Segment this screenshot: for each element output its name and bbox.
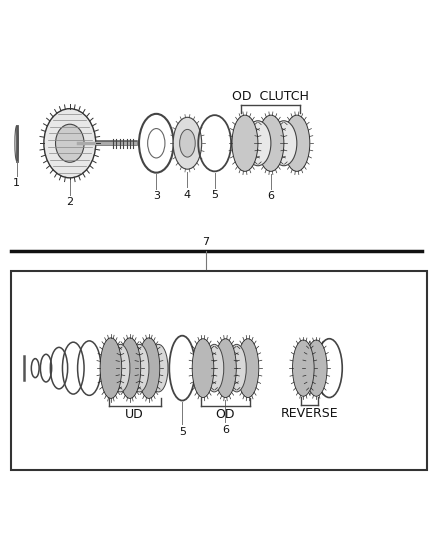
Text: 7: 7 (202, 237, 210, 247)
Ellipse shape (227, 344, 246, 392)
Text: UD: UD (125, 408, 144, 421)
Ellipse shape (44, 109, 96, 178)
Ellipse shape (119, 338, 141, 398)
Ellipse shape (232, 115, 258, 172)
Ellipse shape (130, 344, 149, 392)
Ellipse shape (180, 130, 195, 157)
Ellipse shape (56, 124, 84, 162)
Ellipse shape (192, 338, 214, 398)
Text: 2: 2 (66, 197, 74, 207)
Ellipse shape (284, 115, 310, 172)
Text: 6: 6 (267, 191, 274, 201)
Ellipse shape (293, 340, 314, 396)
Ellipse shape (258, 115, 284, 172)
Ellipse shape (305, 340, 327, 396)
Ellipse shape (149, 344, 168, 392)
Text: 4: 4 (184, 190, 191, 199)
Ellipse shape (111, 344, 130, 392)
Ellipse shape (245, 121, 271, 166)
Bar (11, 271, 427, 470)
Ellipse shape (205, 344, 224, 392)
Ellipse shape (173, 117, 202, 169)
Text: 5: 5 (179, 427, 186, 438)
Text: REVERSE: REVERSE (281, 407, 339, 419)
Ellipse shape (138, 338, 160, 398)
Ellipse shape (215, 338, 236, 398)
Text: OD  CLUTCH: OD CLUTCH (233, 91, 309, 103)
Text: 3: 3 (153, 191, 160, 201)
Text: 5: 5 (211, 190, 218, 200)
Ellipse shape (271, 121, 297, 166)
Ellipse shape (100, 338, 122, 398)
Text: OD: OD (216, 408, 235, 421)
Text: 6: 6 (222, 425, 229, 435)
Text: 1: 1 (13, 178, 20, 188)
Ellipse shape (237, 338, 259, 398)
